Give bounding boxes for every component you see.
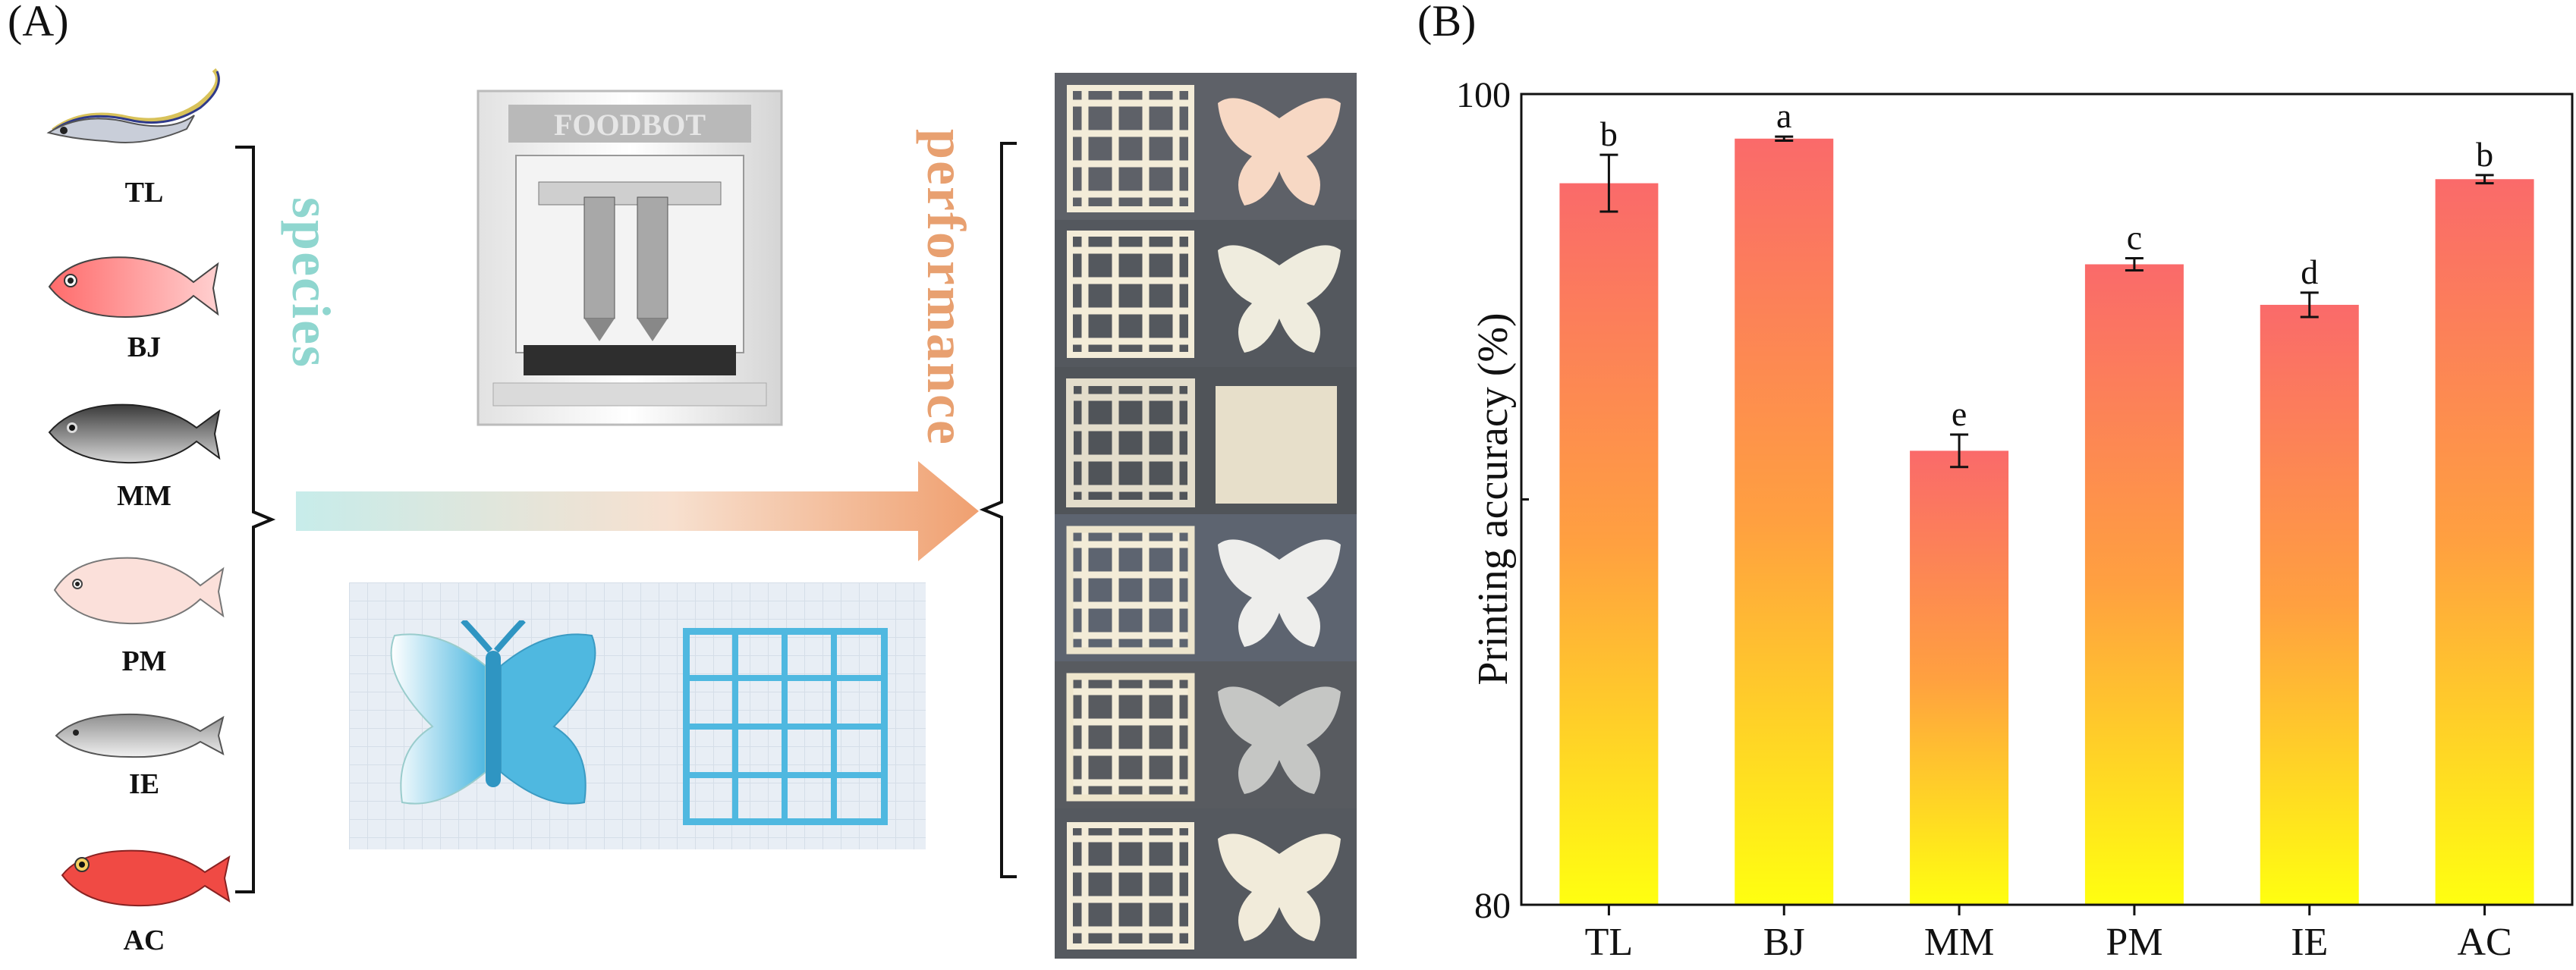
black-seabass-icon <box>48 403 221 464</box>
significance-letter-bj: a <box>1776 96 1791 135</box>
x-tick-label-ac: AC <box>2457 921 2512 964</box>
row-1 <box>1055 73 1357 220</box>
bar-ie <box>2260 304 2359 905</box>
error-bar-ie <box>2300 291 2319 319</box>
food-printer-image: FOODBOT <box>477 89 783 426</box>
bar-ac <box>2435 179 2534 905</box>
fish-label-bj: BJ <box>127 331 162 363</box>
species-label: species <box>281 197 341 369</box>
error-bar-bj <box>1775 135 1794 142</box>
bar-tl <box>1559 183 1659 906</box>
bar-mm <box>1910 450 2009 905</box>
significance-letter-pm: c <box>2127 218 2142 256</box>
row-4 <box>1055 514 1357 661</box>
printer-brand-text: FOODBOT <box>554 108 706 142</box>
silver-fish-icon <box>55 713 225 758</box>
row-5 <box>1055 661 1357 808</box>
process-arrow <box>296 461 979 561</box>
error-bar-ac <box>2475 174 2494 185</box>
species-bracket <box>235 146 276 893</box>
fish-label-ie: IE <box>128 768 160 800</box>
fish-label-mm: MM <box>117 480 171 512</box>
y-axis-label: Printing accuracy (%) <box>1470 312 1517 685</box>
panel-label-a: (A) <box>8 0 69 46</box>
x-tick-label-pm: PM <box>2106 921 2162 964</box>
grid-model-icon <box>683 628 888 825</box>
red-snapper-icon <box>48 256 219 319</box>
significance-letter-ac: b <box>2476 135 2493 174</box>
x-tick-label-mm: MM <box>1924 921 1994 964</box>
panel-label-b: (B) <box>1417 0 1477 46</box>
significance-letter-tl: b <box>1600 115 1618 153</box>
accuracy-bar-chart: b a e c d b TL BJ MM PM IE AC 80 100 Printing accura… <box>1456 75 2574 964</box>
error-bar-tl <box>1599 153 1618 213</box>
fish-label-tl: TL <box>124 177 164 209</box>
x-tick-label-bj: BJ <box>1763 921 1805 964</box>
printed-samples-image <box>1055 73 1357 959</box>
y-tick-label-80: 80 <box>1474 886 1511 926</box>
y-tick-label-100: 100 <box>1456 75 1511 115</box>
pink-porgy-icon <box>53 557 225 625</box>
row-3 <box>1055 367 1357 514</box>
butterfly-model-icon <box>390 620 596 805</box>
performance-bracket <box>979 142 1017 878</box>
significance-letter-mm: e <box>1952 394 1967 433</box>
fish-label-pm: PM <box>121 645 167 677</box>
bar-pm <box>2084 264 2184 905</box>
significance-letter-ie: d <box>2301 253 2318 291</box>
error-bar-mm <box>1950 433 1969 469</box>
x-tick-label-tl: TL <box>1585 921 1634 964</box>
x-tick-label-ie: IE <box>2291 921 2328 964</box>
plot-frame <box>1520 93 2574 906</box>
fish-label-ac: AC <box>123 924 165 956</box>
printed-samples-grid <box>1055 73 1357 959</box>
red-rockfish-icon <box>61 849 231 907</box>
error-bar-pm <box>2125 256 2144 272</box>
fish-column: TL BJ MM PM IE AC <box>0 0 250 970</box>
model-preview-area <box>349 582 926 849</box>
bar-bj <box>1735 138 1834 906</box>
row-6 <box>1055 808 1357 959</box>
row-2 <box>1055 220 1357 367</box>
performance-label: performance <box>916 129 977 446</box>
ribbonfish-icon <box>46 68 220 143</box>
